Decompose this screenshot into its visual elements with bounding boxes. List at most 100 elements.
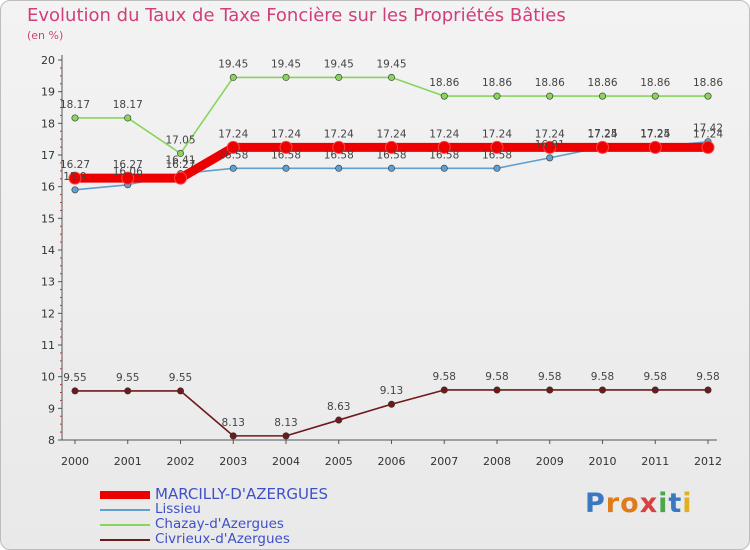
data-point xyxy=(440,92,448,100)
data-label: 8.13 xyxy=(222,417,245,429)
data-label: 9.55 xyxy=(63,372,86,384)
data-label: 18.17 xyxy=(113,99,143,111)
data-label: 18.86 xyxy=(587,77,617,89)
x-tick-label: 2008 xyxy=(483,455,511,468)
data-label: 16.58 xyxy=(376,149,406,161)
data-point xyxy=(387,400,395,408)
data-point xyxy=(68,171,82,185)
legend-label-civrieux: Civrieux-d'Azergues xyxy=(155,531,290,547)
legend-swatch-lissieu xyxy=(100,509,150,511)
data-label: 16.58 xyxy=(218,149,248,161)
data-point xyxy=(71,387,79,395)
data-point xyxy=(493,164,501,172)
proxiti-logo: Proxiti xyxy=(585,488,693,519)
data-label: 16.41 xyxy=(165,155,195,167)
data-label: 19.45 xyxy=(218,58,248,70)
data-point xyxy=(387,164,395,172)
data-point xyxy=(282,164,290,172)
x-tick-label: 2004 xyxy=(272,455,300,468)
data-point xyxy=(598,386,606,394)
data-point xyxy=(493,386,501,394)
data-point xyxy=(229,164,237,172)
data-point xyxy=(124,387,132,395)
x-tick-label: 2000 xyxy=(61,455,89,468)
data-point xyxy=(71,114,79,122)
data-label: 17.24 xyxy=(218,128,248,140)
data-label: 16.27 xyxy=(113,159,143,171)
x-tick-label: 2001 xyxy=(114,455,142,468)
legend-label-chazay: Chazay-d'Azergues xyxy=(155,516,284,532)
data-label: 9.58 xyxy=(485,371,508,383)
x-tick-label: 2003 xyxy=(219,455,247,468)
data-label: 16.27 xyxy=(165,159,195,171)
x-tick-label: 2002 xyxy=(167,455,195,468)
data-point xyxy=(440,386,448,394)
y-tick-label: 8 xyxy=(48,434,55,447)
data-label: 19.45 xyxy=(271,58,301,70)
data-point xyxy=(546,92,554,100)
data-point xyxy=(226,140,240,154)
data-point xyxy=(648,140,662,154)
y-tick-label: 12 xyxy=(41,307,55,320)
y-tick-label: 14 xyxy=(41,244,55,257)
data-point xyxy=(543,140,557,154)
y-tick-label: 18 xyxy=(41,117,55,130)
chart-subtitle: (en %) xyxy=(27,29,64,42)
legend-swatch-civrieux xyxy=(100,539,150,541)
data-point xyxy=(546,154,554,162)
data-label: 18.86 xyxy=(429,77,459,89)
y-tick-label: 10 xyxy=(41,371,55,384)
data-label: 18.17 xyxy=(60,99,90,111)
data-point xyxy=(596,140,609,154)
data-label: 17.24 xyxy=(429,128,459,140)
data-point xyxy=(229,73,237,81)
x-tick-label: 2009 xyxy=(536,455,564,468)
data-point xyxy=(335,416,343,424)
data-label: 9.58 xyxy=(696,371,719,383)
y-tick-label: 16 xyxy=(41,181,55,194)
legend-label-marcilly: MARCILLY-D'AZERGUES xyxy=(155,485,329,503)
legend-label-lissieu: Lissieu xyxy=(155,501,201,517)
y-tick-label: 11 xyxy=(41,339,55,352)
data-label: 18.86 xyxy=(535,77,565,89)
data-label: 16.58 xyxy=(482,149,512,161)
data-label: 17.24 xyxy=(535,128,565,140)
data-label: 17.24 xyxy=(376,128,406,140)
y-tick-label: 13 xyxy=(41,276,55,289)
data-label: 18.86 xyxy=(640,77,670,89)
data-label: 17.24 xyxy=(482,128,512,140)
data-label: 17.42 xyxy=(693,123,723,135)
x-tick-label: 2005 xyxy=(325,455,353,468)
data-label: 17.24 xyxy=(693,128,723,140)
x-tick-label: 2006 xyxy=(378,455,406,468)
data-label: 15.9 xyxy=(63,171,86,183)
legend-swatch-marcilly xyxy=(100,491,150,499)
data-label: 17.24 xyxy=(587,128,617,140)
data-label: 9.58 xyxy=(433,371,456,383)
data-label: 9.13 xyxy=(380,385,403,397)
y-tick-label: 20 xyxy=(41,54,55,67)
y-tick-label: 17 xyxy=(41,149,55,162)
data-label: 9.58 xyxy=(538,371,561,383)
data-label: 8.63 xyxy=(327,401,350,413)
logo-letter: x xyxy=(639,488,659,519)
data-label: 17.24 xyxy=(640,128,670,140)
data-label: 18.86 xyxy=(693,77,723,89)
data-label: 19.45 xyxy=(376,58,406,70)
logo-letter: r xyxy=(605,488,621,519)
data-label: 19.45 xyxy=(324,58,354,70)
data-label: 16.58 xyxy=(429,149,459,161)
legend-swatch-chazay xyxy=(100,524,150,526)
data-label: 9.58 xyxy=(591,371,614,383)
data-point xyxy=(282,73,290,81)
data-point xyxy=(282,432,290,440)
data-label: 16.58 xyxy=(324,149,354,161)
logo-letter: i xyxy=(658,488,669,519)
y-tick-label: 19 xyxy=(41,86,55,99)
x-tick-label: 2010 xyxy=(589,455,617,468)
data-point xyxy=(387,73,395,81)
x-tick-label: 2011 xyxy=(641,455,669,468)
data-label: 9.55 xyxy=(169,372,192,384)
data-point xyxy=(335,73,343,81)
